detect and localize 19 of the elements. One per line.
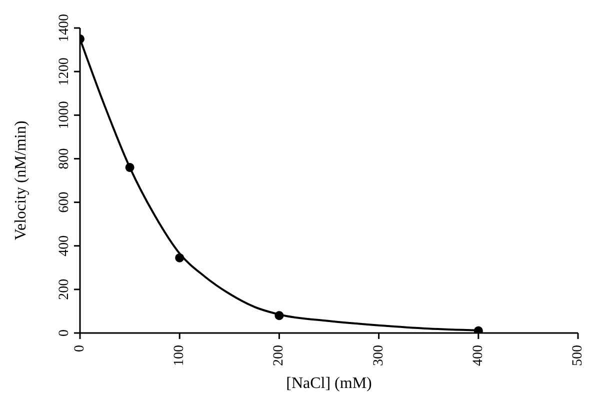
x-tick-label: 0 xyxy=(72,345,88,352)
x-tick-label: 200 xyxy=(272,345,287,366)
y-tick-label: 1000 xyxy=(57,101,72,130)
point xyxy=(175,253,184,262)
y-axis-title: Velocity (nM/min) xyxy=(12,120,30,240)
point xyxy=(274,311,284,320)
x-axis-title: [NaCl] (mM) xyxy=(286,375,372,392)
y-tick-label: 1200 xyxy=(57,58,72,86)
x-tick-label: 500 xyxy=(570,345,586,366)
y-tick-label: 1400 xyxy=(57,14,72,42)
x-tick-label: 100 xyxy=(172,345,188,366)
y-tick-label: 600 xyxy=(57,192,72,213)
point xyxy=(125,162,134,172)
x-tick-label: 300 xyxy=(371,345,386,366)
y-tick-label: 200 xyxy=(57,278,72,300)
y-tick-label: 800 xyxy=(57,148,72,170)
x-tick-label: 400 xyxy=(470,345,486,366)
y-tick-label: 0 xyxy=(57,330,72,336)
y-tick-label: 400 xyxy=(57,235,72,256)
